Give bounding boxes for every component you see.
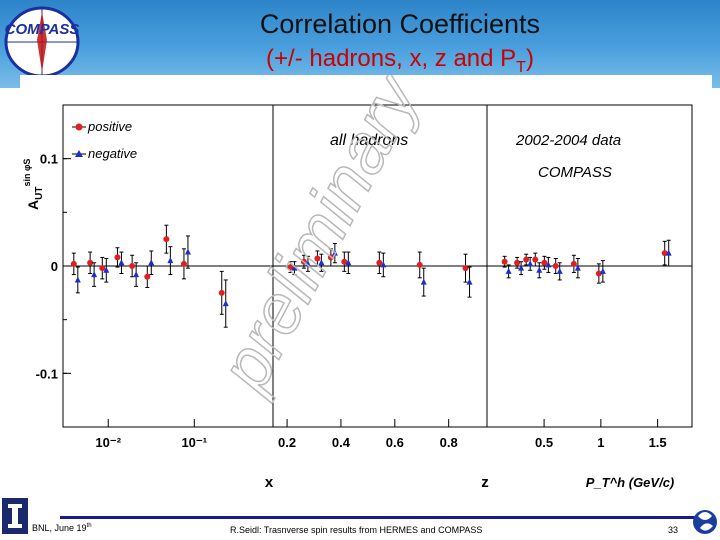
x-tick-label: 10⁻² [95, 435, 121, 450]
footer-venue-sup: th [86, 523, 92, 529]
footer-venue: BNL, June 19th [32, 523, 92, 533]
x-tick-label: 0.2 [278, 435, 296, 450]
point-positive [376, 259, 383, 266]
x-tick-label: 1.5 [649, 435, 667, 450]
point-positive [523, 256, 530, 263]
plot-panel: AUTsin φS 0.1 0 -0.1 positive negative all… [20, 59, 712, 530]
slide-header: COMPASS Correlation Coefficients (+/- ha… [0, 0, 720, 88]
point-negative [91, 271, 98, 278]
page-number: 33 [668, 525, 679, 535]
panel-2 [487, 239, 692, 284]
legend-positive-marker [75, 123, 83, 131]
legend-negative: negative [88, 146, 137, 161]
legend-positive: positive [87, 119, 132, 134]
point-positive [416, 261, 423, 268]
point-negative [599, 267, 606, 274]
point-positive [70, 260, 77, 267]
point-negative [118, 259, 125, 266]
point-positive [341, 258, 348, 265]
point-negative [466, 278, 473, 285]
bnl-logo [693, 510, 717, 534]
footer-rule [60, 516, 700, 519]
x-tick-label: 0.8 [440, 435, 458, 450]
point-negative [345, 259, 352, 266]
point-negative [222, 300, 229, 307]
point-positive [129, 263, 136, 269]
point-negative [518, 264, 525, 271]
preliminary-watermark: preliminary [203, 75, 435, 404]
x-axis-label-x: x [265, 474, 274, 491]
point-positive [595, 270, 602, 277]
panel-0 [63, 224, 273, 328]
point-negative [318, 259, 325, 266]
x-tick-label: 1 [597, 435, 604, 450]
illinois-logo [2, 498, 28, 534]
point-positive [300, 258, 307, 265]
point-negative [505, 267, 512, 274]
subtitle-end: ) [525, 45, 534, 72]
slide-subtitle: (+/- hadrons, x, z and PT) [150, 44, 650, 83]
x-tick-label: 0.5 [535, 435, 553, 450]
point-negative [184, 248, 191, 255]
point-negative [331, 249, 338, 256]
y-tick-label: -0.1 [36, 366, 58, 381]
point-positive [314, 255, 321, 262]
y-tick-label: 0.1 [40, 152, 58, 167]
footer-talk-title: R.Seidl: Trasnverse spin results from HE… [230, 525, 483, 535]
point-negative [103, 266, 110, 273]
x-axis-label-pt: P_T^h (GeV/c) [586, 475, 675, 490]
point-positive [514, 259, 521, 266]
asymmetry-chart: AUTsin φS 0.10-0.1 positive negative all… [22, 59, 693, 491]
point-positive [287, 264, 294, 271]
x-tick-label: 10⁻¹ [181, 435, 207, 450]
data-panels [63, 224, 692, 328]
y-axis: 0.1 0 -0.1 [36, 104, 71, 428]
compass-logo-text: COMPASS [5, 21, 80, 38]
point-negative [167, 257, 174, 264]
slide-title: Correlation Coefficients [259, 9, 541, 39]
point-positive [552, 263, 559, 269]
x-axis-label-z: z [481, 474, 489, 491]
point-negative [574, 264, 581, 271]
point-negative [304, 260, 311, 267]
point-positive [180, 260, 187, 267]
compass-logo: COMPASS [4, 6, 80, 78]
point-positive [570, 260, 577, 267]
all-hadrons-label: all hadrons [330, 132, 408, 149]
point-positive [114, 254, 121, 261]
point-negative [527, 260, 534, 267]
data-years-label: 2002-2004 data [515, 132, 621, 149]
point-positive [327, 254, 334, 261]
y-tick-label: 0 [51, 259, 58, 274]
x-tick-label: 0.4 [332, 435, 351, 450]
point-positive [462, 265, 469, 272]
point-positive [501, 258, 508, 265]
point-positive [87, 259, 94, 266]
experiment-label: COMPASS [538, 164, 612, 181]
point-negative [536, 266, 543, 273]
subtitle-sub: T [516, 58, 526, 76]
legend: positive negative [72, 119, 137, 161]
point-positive [144, 273, 151, 280]
subtitle-main: (+/- hadrons, x, z and P [266, 45, 517, 72]
point-negative [420, 278, 427, 285]
point-negative [133, 271, 140, 278]
x-axes: 10⁻² 10⁻¹ 0.2 0.4 0.6 0.8 0.5 1 1.5 x z P_T^h (GeV/… [95, 419, 674, 491]
point-negative [291, 264, 298, 271]
point-negative [148, 259, 155, 266]
point-negative [556, 267, 563, 274]
x-tick-label: 0.6 [386, 435, 404, 450]
point-positive [541, 259, 548, 266]
point-positive [99, 265, 106, 272]
point-negative [74, 276, 81, 283]
point-negative [545, 261, 552, 268]
legend-negative-marker [75, 150, 83, 157]
point-positive [532, 256, 539, 263]
point-positive [218, 289, 225, 296]
point-negative [380, 261, 387, 268]
panel-1 [273, 242, 487, 298]
footer-venue-text: BNL, June 19 [32, 523, 87, 533]
point-negative [665, 249, 672, 256]
point-positive [163, 236, 170, 243]
